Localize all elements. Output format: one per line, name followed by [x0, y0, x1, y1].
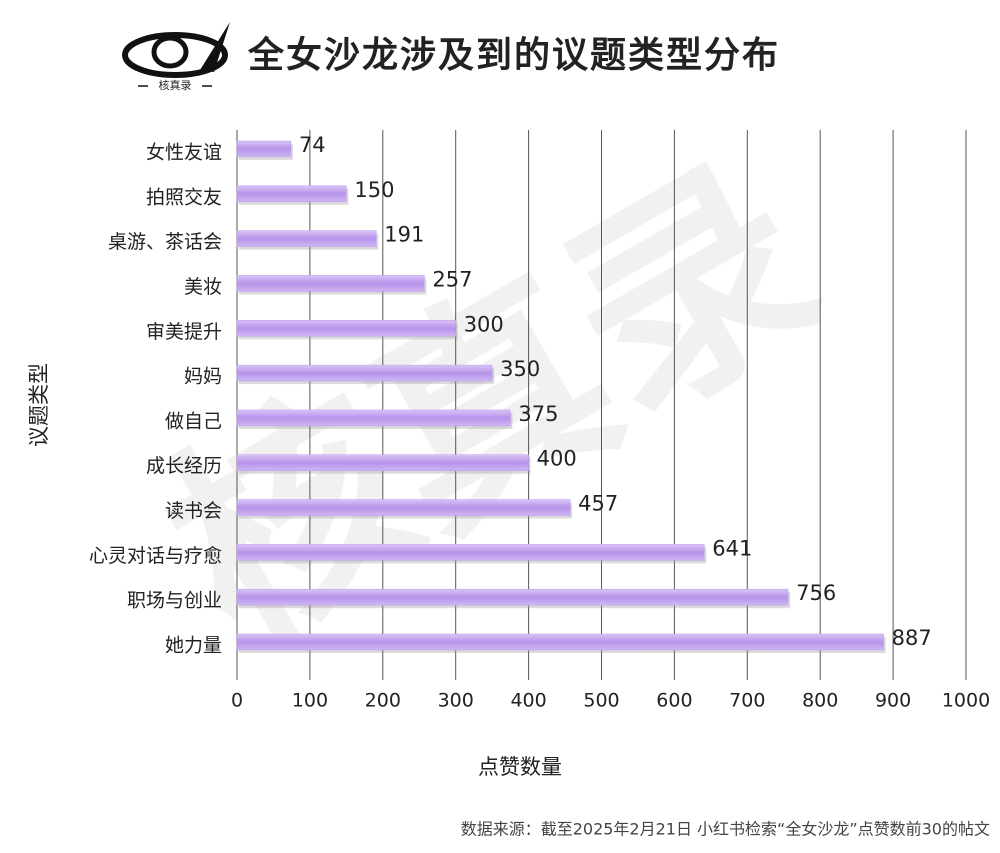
x-tick-label: 1000 [942, 690, 990, 712]
x-tick-label: 700 [729, 690, 765, 712]
value-label: 300 [464, 312, 504, 336]
value-label: 400 [537, 447, 577, 471]
y-tick-label: 她力量 [165, 635, 222, 657]
y-tick-label: 拍照交友 [146, 186, 222, 208]
value-label: 191 [384, 223, 424, 247]
x-tick-label: 400 [510, 690, 546, 712]
value-label: 641 [712, 536, 752, 560]
y-tick-label: 成长经历 [146, 455, 222, 477]
logo [122, 22, 230, 87]
value-label: 887 [892, 626, 932, 650]
logo-text: 核真录 [159, 78, 192, 92]
y-tick-label: 桌游、茶话会 [108, 231, 222, 253]
x-tick-label: 100 [292, 690, 328, 712]
y-axis-label: 议题类型 [27, 363, 51, 447]
y-tick-label: 女性友谊 [146, 142, 222, 164]
y-tick-label: 做自己 [165, 410, 222, 432]
y-tick-label: 审美提升 [146, 321, 222, 343]
source-note: 数据来源：截至2025年2月21日 小红书检索“全女沙龙”点赞数前30的帖文 [461, 820, 990, 839]
value-label: 150 [354, 178, 394, 202]
x-tick-label: 800 [802, 690, 838, 712]
watermark: 核真录 [127, 118, 858, 694]
bar [236, 364, 493, 382]
y-tick-label: 职场与创业 [127, 590, 222, 612]
bar [236, 499, 571, 516]
y-tick-label: 读书会 [165, 500, 222, 522]
bar [236, 230, 377, 247]
x-tick-label: 600 [656, 690, 692, 712]
bar [236, 140, 292, 158]
value-label: 457 [578, 492, 618, 516]
bar [236, 409, 511, 427]
value-label: 375 [518, 402, 558, 426]
value-label: 257 [432, 267, 472, 291]
x-tick-label: 200 [365, 690, 401, 712]
y-tick-label: 美妆 [184, 276, 222, 298]
value-label: 350 [500, 357, 540, 381]
bar [236, 544, 705, 561]
bar [236, 633, 884, 651]
value-label: 756 [796, 581, 836, 605]
bar [236, 185, 347, 203]
bar [236, 454, 529, 471]
x-tick-label: 300 [438, 690, 474, 712]
bar [236, 588, 789, 606]
y-tick-label: 妈妈 [184, 366, 222, 388]
x-tick-label: 500 [583, 690, 619, 712]
value-label: 74 [299, 133, 326, 157]
chart-title: 全女沙龙涉及到的议题类型分布 [247, 34, 780, 76]
bar [236, 320, 456, 337]
bar [236, 275, 425, 292]
x-tick-label: 0 [231, 690, 243, 712]
x-tick-label: 900 [875, 690, 911, 712]
y-tick-label: 心灵对话与疗愈 [89, 545, 222, 567]
x-axis-label: 点赞数量 [478, 755, 562, 779]
